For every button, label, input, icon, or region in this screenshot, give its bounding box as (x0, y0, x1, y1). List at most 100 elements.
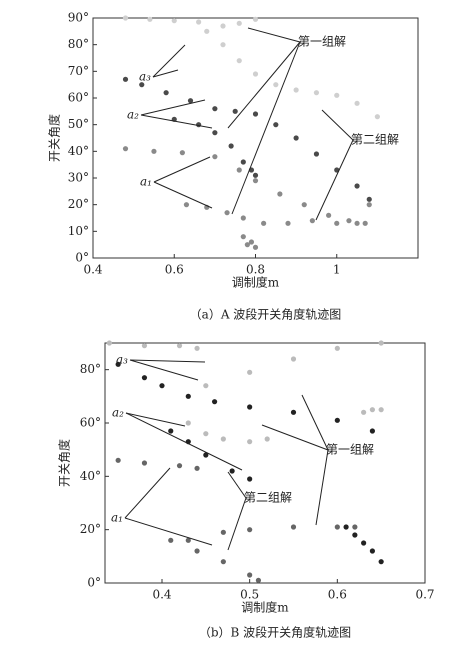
annotation: 第二组解 (351, 133, 399, 147)
data-point (220, 529, 226, 535)
data-point (168, 428, 174, 434)
leader-line (301, 394, 329, 451)
caption: （b）B 波段开关角度轨迹图 (199, 625, 351, 640)
data-point (378, 407, 384, 413)
data-point (240, 159, 246, 165)
data-point (354, 220, 360, 226)
data-point (273, 122, 279, 128)
leader-line (231, 41, 301, 215)
data-point (196, 19, 202, 25)
data-point (183, 202, 190, 208)
data-point (220, 436, 226, 442)
leader-line (129, 359, 199, 381)
data-point (236, 20, 242, 26)
leader-line (247, 27, 301, 43)
data-point (247, 476, 253, 482)
leader-line (315, 139, 354, 221)
data-point (196, 122, 202, 128)
data-point (163, 90, 169, 96)
data-point (313, 151, 320, 157)
leader-line (227, 41, 301, 129)
data-point (252, 172, 259, 178)
y-tick-label: 20° (68, 197, 89, 211)
x-axis-label: 调制度m (241, 600, 289, 615)
data-point (334, 92, 340, 98)
data-point (224, 210, 230, 216)
leader-line (261, 424, 329, 451)
data-point (252, 111, 259, 117)
data-point (122, 15, 129, 21)
data-point (220, 559, 226, 565)
y-tick-label: 0° (87, 576, 101, 590)
leader-line (129, 359, 206, 363)
data-point (252, 244, 259, 250)
data-point (378, 559, 384, 565)
y-axis-label: 开关角度 (47, 114, 62, 162)
data-point (185, 420, 191, 426)
x-axis-label: 调制度m (232, 275, 280, 290)
data-point (334, 345, 340, 351)
annotation: a₁ (111, 511, 123, 525)
data-point (151, 148, 157, 154)
data-point (106, 340, 112, 346)
data-point (220, 23, 226, 29)
x-tick-label: 0.4 (152, 588, 171, 602)
data-point (362, 220, 368, 226)
data-point (343, 524, 349, 530)
data-point (248, 239, 255, 245)
data-point (334, 417, 340, 423)
leader-line (140, 114, 213, 129)
x-tick-label: 0.6 (165, 263, 184, 277)
data-point (334, 220, 340, 226)
data-point (366, 202, 372, 208)
data-point (204, 28, 210, 34)
y-tick-label: 80° (80, 362, 101, 376)
plot-frame (104, 342, 426, 584)
data-point (176, 463, 183, 469)
data-point (122, 146, 129, 152)
y-tick-label: 70° (68, 64, 89, 78)
data-point (240, 234, 246, 240)
data-point (352, 532, 358, 538)
data-point (366, 196, 372, 202)
x-tick-label: 0.7 (415, 588, 434, 602)
data-point (261, 220, 267, 226)
data-point (301, 202, 307, 208)
data-point (194, 465, 200, 471)
data-point (236, 167, 242, 173)
data-point (185, 537, 191, 543)
y-tick-label: 40° (68, 144, 89, 158)
x-tick-label: 0.6 (328, 588, 347, 602)
data-point (141, 375, 148, 381)
x-tick-label: 0.8 (246, 263, 265, 277)
data-point (247, 439, 253, 445)
y-axis-label: 开关角度 (57, 439, 72, 487)
data-point (374, 114, 380, 120)
data-point (293, 135, 299, 141)
caption: （a）A 波段开关角度轨迹图 (190, 307, 342, 322)
data-point (309, 218, 315, 224)
leader-line (153, 156, 211, 183)
data-point (378, 340, 384, 346)
data-point (179, 150, 185, 156)
data-point (369, 407, 375, 413)
annotation: a₃ (116, 353, 128, 367)
data-point (290, 409, 297, 415)
data-point (203, 431, 209, 437)
y-tick-label: 10° (68, 224, 89, 238)
data-point (293, 87, 299, 93)
y-tick-label: 60° (80, 416, 101, 430)
data-point (159, 383, 165, 389)
data-point (220, 42, 226, 48)
leader-line (321, 109, 354, 141)
data-point (352, 524, 358, 530)
x-tick-label: 0.5 (240, 588, 259, 602)
y-tick-label: 30° (68, 171, 89, 185)
data-point (122, 76, 129, 82)
leader-line (125, 412, 243, 471)
data-point (147, 16, 153, 22)
data-point (252, 178, 259, 184)
data-point (354, 100, 360, 106)
data-point (326, 212, 332, 218)
